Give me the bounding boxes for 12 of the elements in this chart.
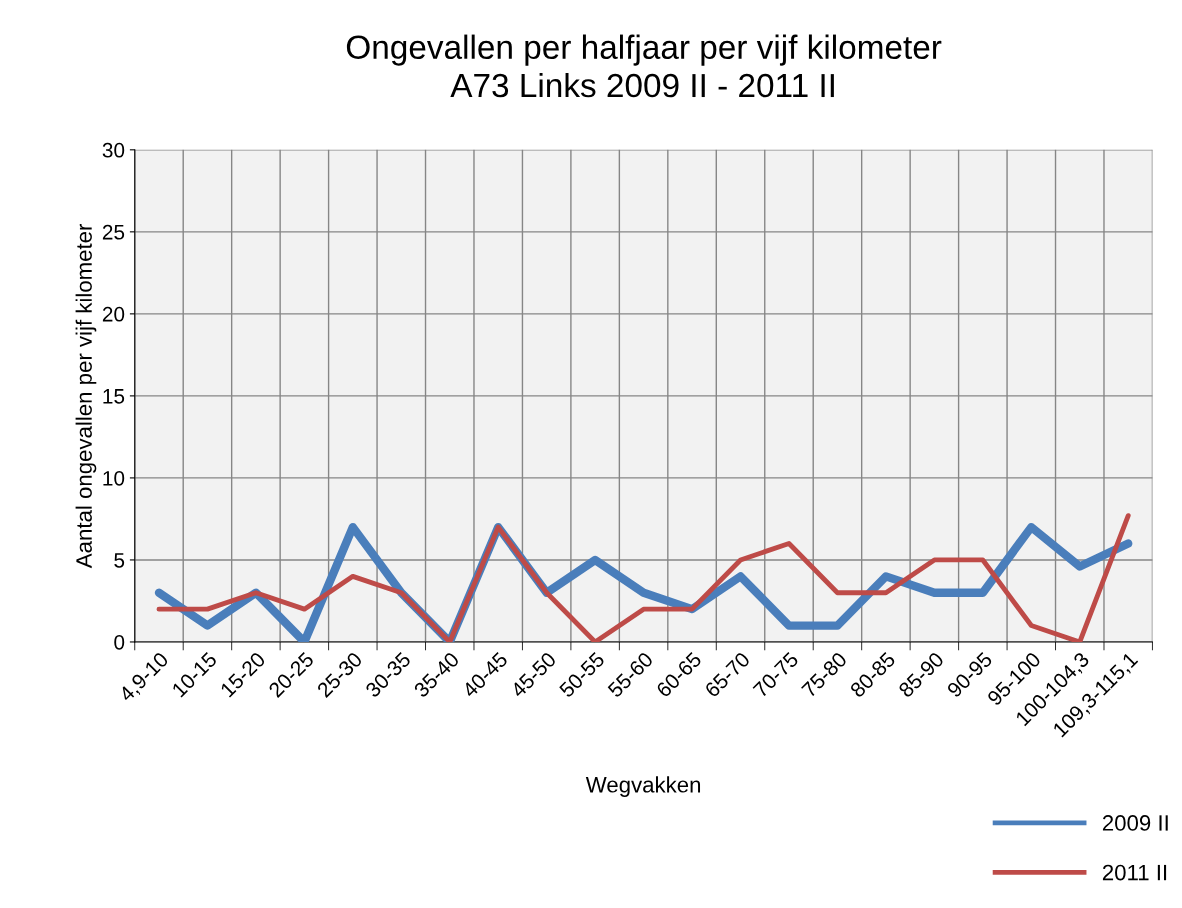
x-axis-title: Wegvakken [585,776,701,797]
y-tick-label: 5 [114,553,125,568]
y-tick-label: 10 [103,470,125,486]
y-axis-title: Aantal ongevallen per vijf kilometer [75,223,97,569]
y-tick-label: 0 [114,634,125,650]
y-tick-label: 30 [102,142,125,158]
y-tick-label: 20 [102,306,125,322]
legend-label: 2011 II [1102,864,1167,881]
chart-title: Ongevallen per halfjaar per vijf kilometer A73 Links 2009 II - 2011 II [346,34,942,98]
y-tick-label: 15 [103,389,125,404]
legend-label: 2009 II [1102,815,1168,831]
y-tick-label: 25 [102,224,125,240]
